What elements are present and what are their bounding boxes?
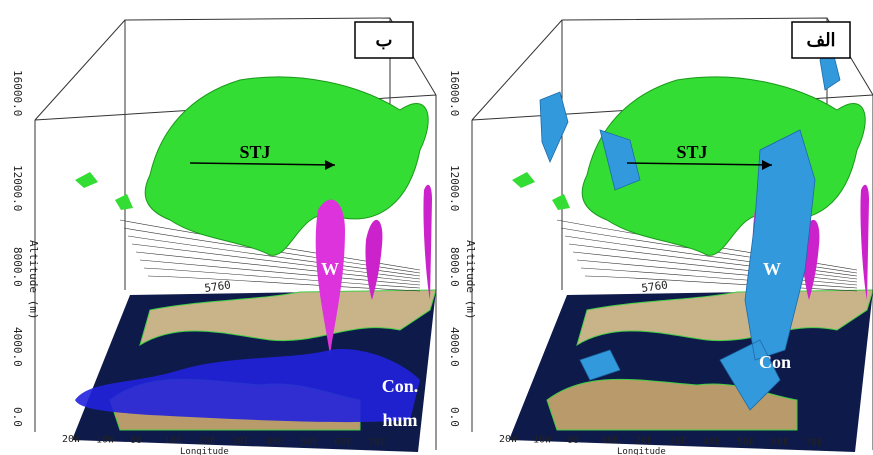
w-plume — [423, 185, 432, 300]
longitude-tick: 60E — [334, 437, 352, 448]
longitude-tick: 70E — [368, 438, 386, 449]
figure: ب STJ W Con. hum 5760 16000.0 12000.0 8000.0 4000… — [0, 0, 873, 455]
longitude-tick: 00 — [130, 435, 142, 446]
longitude-tick: 20W — [499, 434, 518, 445]
con-label: Con — [759, 352, 791, 372]
altitude-tick: 12000.0 — [11, 165, 24, 211]
longitude-tick: 40E — [266, 436, 284, 447]
longitude-tick: 30E — [669, 436, 687, 447]
longitude-tick: 20E — [198, 436, 216, 447]
longitude-tick: 30E — [232, 436, 250, 447]
panel: ب STJ W Con. hum 5760 16000.0 12000.0 8000.0 4000… — [11, 18, 436, 455]
contour-label: 5760 — [204, 278, 232, 295]
altitude-tick: 8000.0 — [11, 247, 24, 287]
jet-fragment — [512, 172, 570, 210]
altitude-tick: 12000.0 — [448, 165, 461, 211]
altitude-tick: 16000.0 — [11, 70, 24, 116]
stj-label: STJ — [239, 142, 270, 162]
jet-isosurface — [145, 77, 428, 255]
altitude-tick: 8000.0 — [448, 247, 461, 287]
con-label: hum — [382, 410, 417, 430]
w-label: W — [321, 259, 339, 279]
altitude-tick: 0.0 — [11, 407, 24, 427]
w-plume — [860, 185, 869, 300]
panel-label: الف — [806, 30, 835, 50]
altitude-label: Altitude (m) — [27, 240, 40, 319]
contour-label: 5760 — [641, 278, 669, 295]
longitude-tick: 10W — [533, 434, 552, 445]
longitude-tick: 10E — [164, 435, 182, 446]
longitude-tick: 70E — [805, 438, 823, 449]
longitude-tick: 60E — [771, 437, 789, 448]
longitude-tick: 20W — [62, 434, 81, 445]
longitude-tick: 00 — [567, 435, 579, 446]
con-label: Con. — [382, 376, 419, 396]
altitude-label: Altitude (m) — [464, 240, 477, 319]
stj-label: STJ — [676, 142, 707, 162]
longitude-tick: 20E — [635, 436, 653, 447]
w-label: W — [763, 259, 781, 279]
panel-label: ب — [376, 30, 393, 50]
longitude-tick: 40E — [703, 436, 721, 447]
altitude-tick: 4000.0 — [11, 327, 24, 367]
altitude-tick: 0.0 — [448, 407, 461, 427]
jet-fragment — [75, 172, 133, 210]
longitude-tick: 50E — [300, 437, 318, 448]
longitude-label: Longitude — [617, 447, 666, 455]
longitude-tick: 10W — [96, 434, 115, 445]
panel: الف STJ W Con 5760 16000.0 12000.0 8000.0 4000.0… — [448, 18, 873, 455]
altitude-tick: 16000.0 — [448, 70, 461, 116]
longitude-tick: 10E — [601, 435, 619, 446]
altitude-tick: 4000.0 — [448, 327, 461, 367]
longitude-tick: 50E — [737, 437, 755, 448]
longitude-label: Longitude — [180, 447, 229, 455]
